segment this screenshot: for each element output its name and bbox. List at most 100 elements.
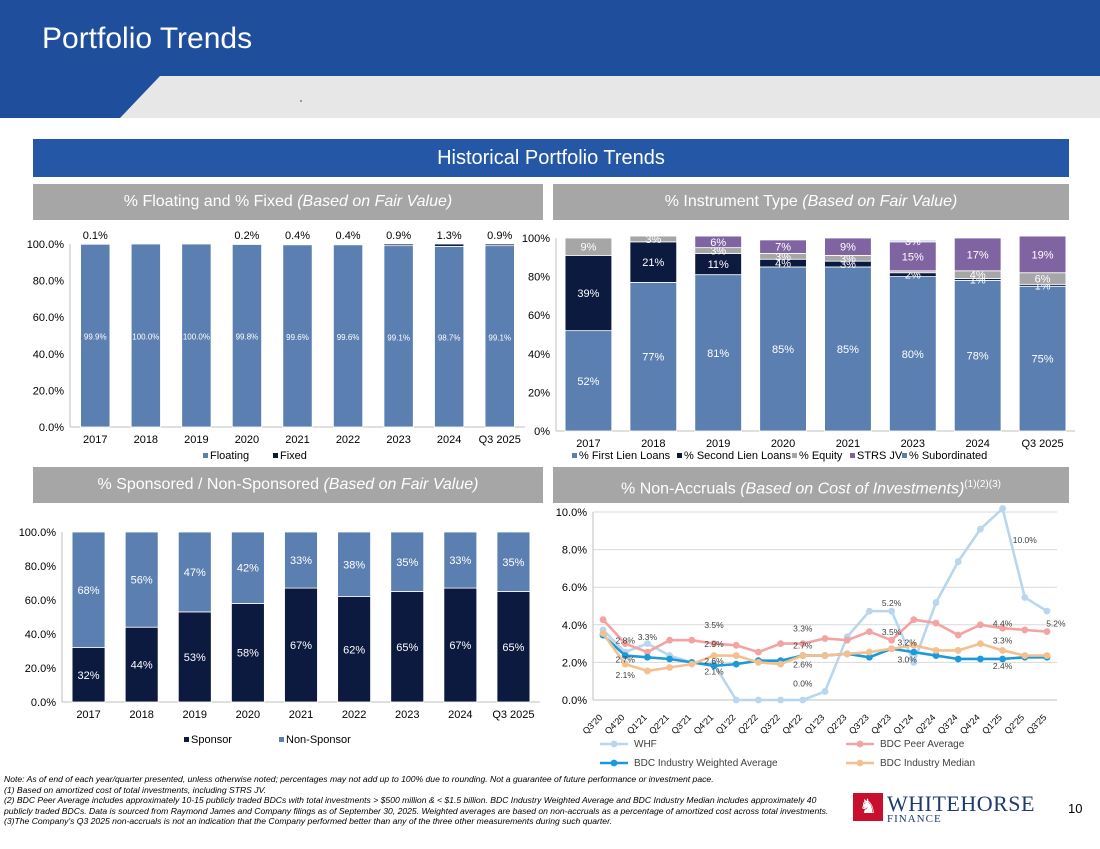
sponsor-chart-data-label: 35% <box>396 557 418 569</box>
sponsor-chart-data-label: 58% <box>237 648 259 660</box>
nonaccrual-point-bdcpeeraverage <box>888 636 895 644</box>
instrument-chart-ytick: 60% <box>528 310 550 322</box>
nonaccrual-data-label: 4.4% <box>993 619 1013 629</box>
instrument-chart-xtick: 2018 <box>641 438 665 450</box>
nonaccrual-point-bdcindustrymedian <box>888 645 895 653</box>
instrument-chart-ytick: 40% <box>528 349 550 361</box>
nonaccrual-point-bdcindustrymedian <box>843 650 851 658</box>
nonaccrual-point-bdcindustrymedian <box>666 664 673 671</box>
instrument-chart-bar-strsjv <box>694 235 742 249</box>
nonaccrual-point-bdcindustryweightedaverage <box>710 662 718 670</box>
instrument-chart-xtick: 2019 <box>706 438 730 450</box>
floating-chart-data-label: 0.9% <box>386 230 411 242</box>
instrument-chart-xtick: 2017 <box>576 438 600 450</box>
sponsor-chart-bar-nonsponsor <box>71 531 106 648</box>
instrument-chart-data-label: 39% <box>577 288 599 300</box>
nonaccrual-chart-xtick: Q3'23 <box>847 712 871 736</box>
sponsor-chart-data-label: 67% <box>290 640 312 652</box>
nonaccrual-data-label: 3.3% <box>793 624 813 634</box>
nonaccrual-point-whf <box>1043 607 1051 615</box>
instrument-chart-data-label: 75% <box>1032 354 1054 366</box>
floating-chart-xtick: 2023 <box>386 434 410 446</box>
nonaccrual-point-bdcindustrymedian <box>599 629 607 637</box>
nonaccrual-point-whf <box>888 607 895 615</box>
floating-chart-ytick: 80.0% <box>33 276 64 288</box>
sponsor-chart-data-label: 35% <box>502 557 524 569</box>
floating-chart-data-label: 1.3% <box>437 230 462 242</box>
floating-chart-xtick: 2017 <box>83 434 107 446</box>
nonaccrual-point-bdcpeeraverage <box>977 621 984 629</box>
nonaccrual-data-label: 2.6% <box>793 660 813 670</box>
instrument-chart-bar-equity <box>564 237 613 256</box>
nonaccrual-point-bdcindustrymedian <box>954 647 962 654</box>
instrument-chart-legend-label: % First Lien Loans <box>579 450 671 462</box>
instrument-chart-data-label: 6% <box>710 237 726 249</box>
instrument-chart-data-label: 3% <box>775 251 791 263</box>
nonaccrual-data-label: 2.1% <box>616 670 636 680</box>
nonaccrual-point-bdcindustrymedian <box>799 652 807 659</box>
floating-chart-ytick: 100.0% <box>27 239 65 251</box>
nonaccrual-legend-marker <box>610 759 618 767</box>
floating-chart-bar-floating <box>434 245 465 428</box>
sponsor-chart-legend-swatch <box>184 737 189 742</box>
instrument-chart-bar-equity <box>629 235 678 243</box>
nonaccrual-point-bdcindustrymedian <box>821 652 829 659</box>
nonaccrual-point-whf <box>821 688 829 695</box>
instrument-chart-legend-swatch <box>902 453 907 458</box>
floating-chart-xtick: 2024 <box>437 434 461 446</box>
instrument-chart-bar-strsjv <box>1018 235 1067 274</box>
nonaccrual-legend-label: BDC Peer Average <box>880 739 965 750</box>
sponsor-chart-bar-nonsponsor <box>390 531 425 592</box>
nonaccrual-legend-label: BDC Industry Median <box>880 758 975 769</box>
nonaccrual-point-bdcindustryweightedaverage <box>732 660 740 668</box>
floating-chart-data-label: 99.9% <box>84 333 107 342</box>
instrument-chart-data-label: 9% <box>840 242 856 254</box>
instrument-chart-data-label: 77% <box>642 352 664 364</box>
floating-chart-legend-label: Floating <box>210 450 249 462</box>
nonaccrual-data-label: 0.0% <box>793 678 813 688</box>
sponsor-chart-xtick: 2024 <box>448 709 472 721</box>
floating-chart-data-label: 0.4% <box>285 230 310 242</box>
floating-chart-bar-floating <box>130 243 161 428</box>
floating-chart-data-label: 99.1% <box>488 333 511 342</box>
sponsor-chart-bar-sponsor <box>443 587 478 703</box>
panel-title-non-accruals: % Non-Accruals (Based on Cost of Investm… <box>553 467 1069 503</box>
nonaccrual-point-bdcpeeraverage <box>932 619 940 627</box>
nonaccrual-legend-marker <box>610 740 618 748</box>
instrument-chart-legend-swatch <box>572 453 577 458</box>
sponsor-chart-bar-nonsponsor <box>337 531 371 597</box>
nonaccrual-point-bdcpeeraverage <box>688 636 696 644</box>
instrument-chart-bar-strsjv <box>824 237 872 256</box>
instrument-chart-bar-firstlienloans <box>694 274 742 432</box>
instrument-chart-bar-firstlienloans <box>824 266 872 432</box>
instrument-chart-legend-label: STRS JV <box>857 450 903 462</box>
footnote-3: (3)The Company's Q3 2025 non-accruals is… <box>4 816 612 827</box>
sponsor-chart-bar-nonsponsor <box>496 531 531 592</box>
nonaccrual-data-label: 10.0% <box>1013 535 1038 545</box>
nonaccrual-chart-ytick: 8.0% <box>562 545 587 557</box>
sponsor-chart-ytick: 0.0% <box>31 697 56 709</box>
nonaccrual-point-bdcindustrymedian <box>999 647 1006 654</box>
sponsor-chart-ytick: 20.0% <box>25 663 56 675</box>
nonaccrual-data-label: 3.5% <box>882 627 902 637</box>
nonaccrual-chart-xtick: Q3'22 <box>758 712 782 736</box>
nonaccrual-legend-label: BDC Industry Weighted Average <box>634 758 778 769</box>
page-number: 10 <box>1068 801 1083 816</box>
footnote-1: (1) Based on amortized cost of total inv… <box>4 784 267 795</box>
nonaccrual-point-bdcpeeraverage <box>821 635 829 642</box>
sponsor-chart-legend-label: Non-Sponsor <box>286 734 351 746</box>
floating-chart-xtick: 2020 <box>235 434 259 446</box>
sponsor-chart-data-label: 47% <box>184 567 206 579</box>
nonaccrual-point-bdcindustryweightedaverage <box>666 655 673 663</box>
instrument-chart-ytick: 100% <box>522 233 550 245</box>
instrument-chart-data-label: 9% <box>580 242 596 254</box>
instrument-chart-bar-secondlienloans <box>564 254 613 332</box>
sponsor-chart-legend-label: Sponsor <box>191 734 232 746</box>
floating-chart-bar-floating <box>282 244 313 428</box>
nonaccrual-point-bdcindustryweightedaverage <box>954 655 962 663</box>
instrument-chart-legend-swatch <box>850 453 855 458</box>
panel-title-sponsored: % Sponsored / Non-Sponsored (Based on Fa… <box>33 467 543 503</box>
floating-chart-bar-fixed <box>434 243 465 247</box>
nonaccrual-chart-xtick: Q2'22 <box>736 712 760 736</box>
nonaccrual-point-bdcpeeraverage <box>999 624 1006 632</box>
